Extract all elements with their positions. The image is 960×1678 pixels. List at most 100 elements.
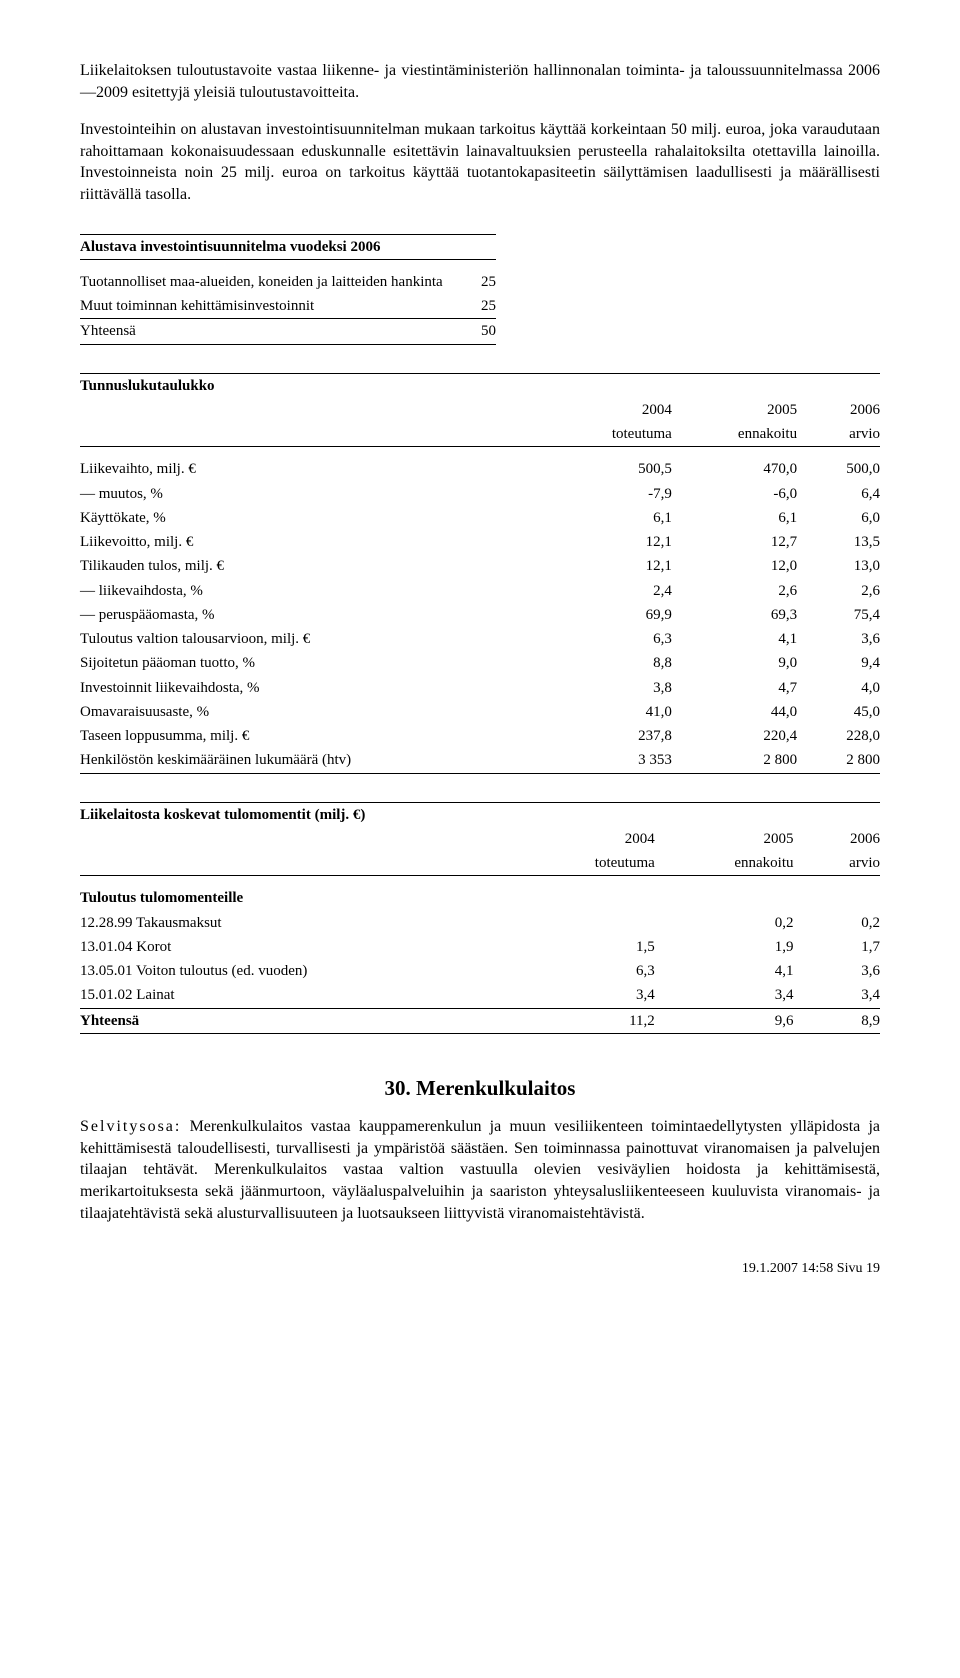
cell-label: Henkilöstön keskimääräinen lukumäärä (ht… xyxy=(80,748,545,773)
section-30-heading: 30. Merenkulkulaitos xyxy=(80,1074,880,1102)
col-subheader: toteutuma xyxy=(545,422,672,447)
cell-label: Yhteensä xyxy=(80,319,464,344)
table-row: 13.01.04 Korot1,51,91,7 xyxy=(80,935,880,959)
cell-value: 3,4 xyxy=(655,983,794,1008)
intro-paragraph-1: Liikelaitoksen tuloutustavoite vastaa li… xyxy=(80,60,880,103)
table-row: — peruspääomasta, %69,969,375,4 xyxy=(80,603,880,627)
cell-value: 2 800 xyxy=(797,748,880,773)
cell-value xyxy=(514,911,654,935)
cell-value: 12,1 xyxy=(545,530,672,554)
tulomomentit-title: Liikelaitosta koskevat tulomomentit (mil… xyxy=(80,802,880,827)
cell-label: Liikevoitto, milj. € xyxy=(80,530,545,554)
cell-value: 69,9 xyxy=(545,603,672,627)
cell-value: 6,1 xyxy=(545,506,672,530)
cell-value: 6,3 xyxy=(514,959,654,983)
cell-value: 1,5 xyxy=(514,935,654,959)
cell-label: Liikevaihto, milj. € xyxy=(80,457,545,481)
cell-value: 25 xyxy=(464,270,496,294)
table-row: Henkilöstön keskimääräinen lukumäärä (ht… xyxy=(80,748,880,773)
cell-value: 50 xyxy=(464,319,496,344)
cell-value: 3,8 xyxy=(545,676,672,700)
cell-value: 470,0 xyxy=(672,457,797,481)
cell-value: 12,0 xyxy=(672,554,797,578)
cell-value: 41,0 xyxy=(545,700,672,724)
cell-value: 3,6 xyxy=(797,627,880,651)
cell-value: 1,9 xyxy=(655,935,794,959)
cell-value: 4,7 xyxy=(672,676,797,700)
col-subheader: toteutuma xyxy=(514,851,654,876)
cell-value: 6,3 xyxy=(545,627,672,651)
cell-value: 4,0 xyxy=(797,676,880,700)
cell-label: Tuotannolliset maa-alueiden, koneiden ja… xyxy=(80,270,464,294)
cell-label: — muutos, % xyxy=(80,482,545,506)
cell-label: Käyttökate, % xyxy=(80,506,545,530)
table-row: 12.28.99 Takausmaksut0,20,2 xyxy=(80,911,880,935)
selitysosa-text: Merenkulkulaitos vastaa kauppamerenkulun… xyxy=(80,1118,880,1221)
cell-value: 12,1 xyxy=(545,554,672,578)
table-row: — muutos, %-7,9-6,06,4 xyxy=(80,482,880,506)
cell-value: -6,0 xyxy=(672,482,797,506)
cell-value: 2,6 xyxy=(672,579,797,603)
section-30-paragraph: Selvitysosa: Merenkulkulaitos vastaa kau… xyxy=(80,1116,880,1224)
col-subheader: ennakoitu xyxy=(655,851,794,876)
cell-value: 75,4 xyxy=(797,603,880,627)
col-header: 2005 xyxy=(655,827,794,851)
cell-label: — liikevaihdosta, % xyxy=(80,579,545,603)
cell-value: 3,4 xyxy=(514,983,654,1008)
cell-label: — peruspääomasta, % xyxy=(80,603,545,627)
cell-value: 4,1 xyxy=(672,627,797,651)
cell-label: 15.01.02 Lainat xyxy=(80,983,514,1008)
cell-label: Yhteensä xyxy=(80,1008,514,1033)
cell-value: 500,0 xyxy=(797,457,880,481)
cell-value: 11,2 xyxy=(514,1008,654,1033)
cell-value: 12,7 xyxy=(672,530,797,554)
col-subheader: ennakoitu xyxy=(672,422,797,447)
cell-label: Omavaraisuusaste, % xyxy=(80,700,545,724)
cell-value: 1,7 xyxy=(794,935,880,959)
table-row: Investoinnit liikevaihdosta, %3,84,74,0 xyxy=(80,676,880,700)
col-header: 2006 xyxy=(794,827,880,851)
investment-plan-title: Alustava investointisuunnitelma vuodeksi… xyxy=(80,234,496,259)
cell-value: 2,6 xyxy=(797,579,880,603)
cell-label: Sijoitetun pääoman tuotto, % xyxy=(80,651,545,675)
selitysosa-label: Selvitysosa: xyxy=(80,1118,181,1135)
cell-value: 2,4 xyxy=(545,579,672,603)
table-row: Tuloutus valtion talousarvioon, milj. €6… xyxy=(80,627,880,651)
section-label: Tuloutus tulomomenteille xyxy=(80,886,880,910)
cell-label: Muut toiminnan kehittämisinvestoinnit xyxy=(80,294,464,319)
table-row: Muut toiminnan kehittämisinvestoinnit 25 xyxy=(80,294,496,319)
col-subheader: arvio xyxy=(797,422,880,447)
table-row: Liikevaihto, milj. €500,5470,0500,0 xyxy=(80,457,880,481)
cell-label: Tuloutus valtion talousarvioon, milj. € xyxy=(80,627,545,651)
table-row: Käyttökate, %6,16,16,0 xyxy=(80,506,880,530)
cell-value: 69,3 xyxy=(672,603,797,627)
table-row: Sijoitetun pääoman tuotto, %8,89,09,4 xyxy=(80,651,880,675)
col-header: 2004 xyxy=(514,827,654,851)
cell-value: 3 353 xyxy=(545,748,672,773)
intro-paragraph-2: Investointeihin on alustavan investointi… xyxy=(80,119,880,205)
col-header: 2004 xyxy=(545,398,672,422)
cell-label: Investoinnit liikevaihdosta, % xyxy=(80,676,545,700)
cell-value: 13,0 xyxy=(797,554,880,578)
tunnusluku-table: Tunnuslukutaulukko 2004 2005 2006 toteut… xyxy=(80,373,880,774)
cell-value: 45,0 xyxy=(797,700,880,724)
cell-value: 44,0 xyxy=(672,700,797,724)
table-row: Liikevoitto, milj. €12,112,713,5 xyxy=(80,530,880,554)
cell-label: Taseen loppusumma, milj. € xyxy=(80,724,545,748)
investment-plan-table: Alustava investointisuunnitelma vuodeksi… xyxy=(80,234,496,345)
tulomomentit-table: Liikelaitosta koskevat tulomomentit (mil… xyxy=(80,802,880,1034)
cell-value: 0,2 xyxy=(794,911,880,935)
tunnusluku-title: Tunnuslukutaulukko xyxy=(80,373,880,398)
cell-label: 12.28.99 Takausmaksut xyxy=(80,911,514,935)
cell-label: Tilikauden tulos, milj. € xyxy=(80,554,545,578)
cell-value: 237,8 xyxy=(545,724,672,748)
cell-value: 8,8 xyxy=(545,651,672,675)
col-header: 2005 xyxy=(672,398,797,422)
table-total-row: Yhteensä 50 xyxy=(80,319,496,344)
col-subheader: arvio xyxy=(794,851,880,876)
cell-value: 25 xyxy=(464,294,496,319)
cell-value: 3,6 xyxy=(794,959,880,983)
cell-value: 9,0 xyxy=(672,651,797,675)
cell-value: 228,0 xyxy=(797,724,880,748)
table-row: 13.05.01 Voiton tuloutus (ed. vuoden)6,3… xyxy=(80,959,880,983)
